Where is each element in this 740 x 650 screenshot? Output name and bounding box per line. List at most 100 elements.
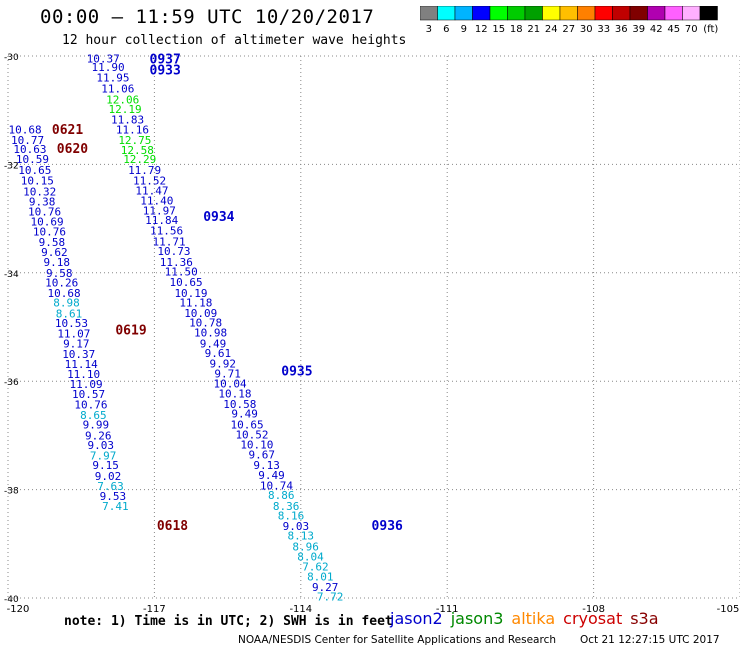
y-tick-label: -36 xyxy=(4,378,19,388)
wave-height-value: 9.27 xyxy=(312,581,339,594)
colorbar-label: 27 xyxy=(562,24,575,35)
colorbar: 3 6 9 12 15 18 21 24 27 30 33 36 39 42 45 70 (ft) xyxy=(420,6,718,35)
wave-height-value: 10.65 xyxy=(231,419,264,432)
wave-height-value: 8.36 xyxy=(273,500,300,513)
pass-time-label: 0621 xyxy=(52,123,83,138)
wave-height-value: 8.01 xyxy=(307,570,334,583)
pass-time-label: 0935 xyxy=(281,364,312,379)
wave-height-value: 7.63 xyxy=(97,480,124,493)
wave-height-value: 11.50 xyxy=(165,266,198,279)
wave-height-value: 11.71 xyxy=(152,235,185,248)
wave-height-value: 10.37 xyxy=(87,53,120,66)
x-tick-label: -114 xyxy=(289,604,312,615)
legend-entry: s3a xyxy=(630,609,659,628)
wave-height-value: 10.09 xyxy=(184,307,217,320)
legend-entry: jason3 xyxy=(450,609,504,628)
wave-height-value: 12.29 xyxy=(123,153,156,166)
wave-height-value: 7.72 xyxy=(317,590,344,603)
wave-height-value: 8.96 xyxy=(292,541,319,554)
wave-height-value: 11.06 xyxy=(101,83,134,96)
wave-height-value: 10.59 xyxy=(16,153,49,166)
satellite-legend: jason2 jason3 altika cryosat s3a xyxy=(390,609,667,628)
pass-time-label: 0937 xyxy=(150,53,181,68)
wave-height-value: 11.18 xyxy=(179,297,212,310)
colorbar-label: 30 xyxy=(580,24,593,35)
wave-height-value: 10.73 xyxy=(157,245,190,258)
legend-entry: altika xyxy=(511,609,556,628)
wave-height-value: 11.16 xyxy=(116,124,149,137)
wave-height-value: 8.65 xyxy=(80,409,107,422)
wave-height-value: 9.17 xyxy=(63,337,90,350)
wave-height-value: 11.97 xyxy=(143,204,176,217)
wave-height-value: 10.18 xyxy=(218,388,251,401)
wave-height-value: 9.61 xyxy=(205,347,232,360)
wave-height-value: 9.49 xyxy=(231,408,258,421)
colorbar-label: 21 xyxy=(527,24,540,35)
colorbar-label: 70 xyxy=(685,24,698,35)
colorbar-label: 15 xyxy=(492,24,505,35)
wave-height-value: 11.90 xyxy=(91,61,124,74)
wave-height-value: 11.83 xyxy=(111,113,144,126)
pass-time-label: 0619 xyxy=(115,324,146,339)
wave-height-value: 11.52 xyxy=(133,175,166,188)
wave-height-value: 9.67 xyxy=(249,448,276,461)
wave-height-value: 10.76 xyxy=(33,226,66,239)
colorbar-label: 9 xyxy=(461,24,467,35)
colorbar-label: 24 xyxy=(545,24,558,35)
wave-height-value: 10.68 xyxy=(48,287,81,300)
wave-height-value: 12.75 xyxy=(118,134,151,147)
x-tick-label: -105 xyxy=(717,604,740,615)
y-tick-label: -34 xyxy=(4,270,19,280)
wave-height-value: 10.77 xyxy=(11,134,44,147)
wave-height-value: 9.13 xyxy=(253,459,280,472)
wave-height-value: 10.52 xyxy=(235,428,268,441)
footer-note: note: 1) Time is in UTC; 2) SWH is in fe… xyxy=(64,614,393,629)
wave-height-value: 9.53 xyxy=(100,490,127,503)
wave-height-value: 9.58 xyxy=(39,236,66,249)
colorbar-label: 12 xyxy=(475,24,488,35)
wave-height-value: 11.07 xyxy=(57,328,90,341)
colorbar-label: 33 xyxy=(597,24,610,35)
wave-height-value: 9.49 xyxy=(200,337,227,350)
wave-height-value: 7.97 xyxy=(90,449,117,462)
x-tick-label: -120 xyxy=(7,604,30,615)
colorbar-label: 3 xyxy=(426,24,432,35)
wave-height-value: 10.65 xyxy=(18,164,51,177)
wave-height-value: 9.71 xyxy=(214,368,241,381)
pass-time-label: 0618 xyxy=(157,519,188,534)
wave-height-value: 9.02 xyxy=(95,470,122,483)
pass-time-label: 0934 xyxy=(203,210,234,225)
wave-height-value: 8.98 xyxy=(53,297,80,310)
colorbar-label: 36 xyxy=(615,24,628,35)
wave-height-value: 8.86 xyxy=(268,489,295,502)
wave-height-value: 7.62 xyxy=(302,561,329,574)
wave-height-value: 9.49 xyxy=(258,469,285,482)
wave-height-value: 11.47 xyxy=(135,184,168,197)
y-tick-label: -30 xyxy=(4,53,19,63)
x-tick-label: -117 xyxy=(143,604,166,615)
wave-height-value: 9.38 xyxy=(29,195,56,208)
wave-height-value: 10.58 xyxy=(223,398,256,411)
wave-height-value: 12.06 xyxy=(106,93,139,106)
y-tick-label: -38 xyxy=(4,487,19,497)
wave-height-value: 10.76 xyxy=(28,206,61,219)
wave-height-value: 8.04 xyxy=(297,550,324,563)
wave-height-value: 9.62 xyxy=(41,246,68,259)
wave-height-value: 9.03 xyxy=(283,520,310,533)
wave-height-value: 10.19 xyxy=(174,287,207,300)
colorbar-swatch xyxy=(699,6,718,21)
wave-height-value: 8.61 xyxy=(56,307,83,320)
wave-height-value: 10.57 xyxy=(72,388,105,401)
footer-timestamp: Oct 21 12:27:15 UTC 2017 xyxy=(580,634,720,646)
colorbar-label: 18 xyxy=(510,24,523,35)
wave-height-value: 10.76 xyxy=(74,399,107,412)
wave-height-value: 10.63 xyxy=(13,143,46,156)
wave-height-value: 10.26 xyxy=(45,277,78,290)
y-tick-label: -32 xyxy=(4,161,19,171)
wave-height-value: 10.69 xyxy=(30,215,63,228)
wave-height-value: 9.26 xyxy=(85,429,112,442)
x-tick-label: -111 xyxy=(436,604,459,615)
colorbar-label: 39 xyxy=(632,24,645,35)
colorbar-label: 6 xyxy=(443,24,449,35)
